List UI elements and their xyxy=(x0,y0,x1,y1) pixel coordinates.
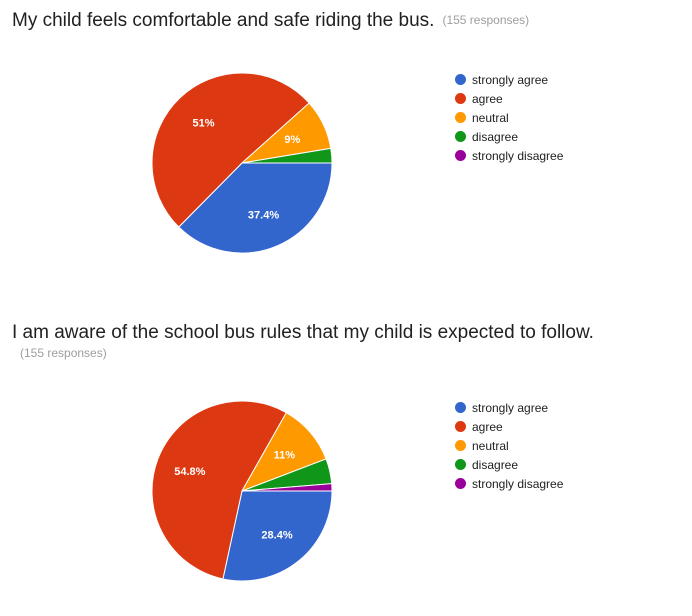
legend-swatch-icon xyxy=(455,440,466,451)
response-count: (155 responses) xyxy=(20,346,107,360)
legend-swatch-icon xyxy=(455,421,466,432)
legend-item-strongly-agree[interactable]: strongly agree xyxy=(455,398,563,417)
legend-item-neutral[interactable]: neutral xyxy=(455,436,563,455)
response-count: (155 responses) xyxy=(442,13,530,27)
pie-slice-disagree[interactable] xyxy=(241,147,333,164)
legend-swatch-icon xyxy=(455,459,466,470)
legend-label: disagree xyxy=(472,129,519,144)
pie-chart-comfort: 37.4% 51% 9% xyxy=(151,72,333,254)
legend-label: neutral xyxy=(472,438,509,453)
legend-swatch-icon xyxy=(455,93,466,104)
legend-item-neutral[interactable]: neutral xyxy=(455,108,563,127)
slice-label-agree: 54.8% xyxy=(174,466,205,478)
chart-title: My child feels comfortable and safe ridi… xyxy=(12,10,530,31)
chart-panel-rules: I am aware of the school bus rules that … xyxy=(0,318,692,616)
chart-panel-comfort: My child feels comfortable and safe ridi… xyxy=(0,0,692,300)
legend-swatch-icon xyxy=(455,112,466,123)
slice-label-agree: 51% xyxy=(193,118,215,130)
legend-swatch-icon xyxy=(455,478,466,489)
pie-slice-strongly-agree[interactable] xyxy=(222,490,333,582)
legend-item-strongly-disagree[interactable]: strongly disagree xyxy=(455,474,563,493)
legend-label: disagree xyxy=(472,457,519,472)
slice-label-neutral: 9% xyxy=(284,134,300,146)
pie-slice-agree[interactable] xyxy=(151,400,288,580)
chart-title: I am aware of the school bus rules that … xyxy=(12,322,594,343)
legend-item-agree[interactable]: agree xyxy=(455,89,563,108)
legend-label: agree xyxy=(472,419,503,434)
legend-label: strongly agree xyxy=(472,400,549,415)
legend-item-disagree[interactable]: disagree xyxy=(455,127,563,146)
legend-label: strongly agree xyxy=(472,72,549,87)
legend-swatch-icon xyxy=(455,74,466,85)
legend-swatch-icon xyxy=(455,150,466,161)
slice-label-strongly-agree: 37.4% xyxy=(248,209,279,221)
chart-legend: strongly agree agree neutral disagree strong… xyxy=(455,398,563,493)
legend-item-agree[interactable]: agree xyxy=(455,417,563,436)
legend-label: strongly disagree xyxy=(472,476,564,491)
legend-swatch-icon xyxy=(455,402,466,413)
legend-item-strongly-agree[interactable]: strongly agree xyxy=(455,70,563,89)
legend-label: neutral xyxy=(472,110,509,125)
legend-swatch-icon xyxy=(455,131,466,142)
legend-item-disagree[interactable]: disagree xyxy=(455,455,563,474)
pie-slice-strongly-agree[interactable] xyxy=(178,162,333,254)
legend-label: agree xyxy=(472,91,503,106)
pie-chart-rules: 28.4% 54.8% 11% xyxy=(151,400,333,582)
legend-label: strongly disagree xyxy=(472,148,564,163)
legend-item-strongly-disagree[interactable]: strongly disagree xyxy=(455,146,563,165)
chart-legend: strongly agree agree neutral disagree strong… xyxy=(455,70,563,165)
pie-slice-strongly-disagree[interactable] xyxy=(241,483,333,492)
pie-slice-agree[interactable] xyxy=(151,72,310,228)
slice-label-strongly-agree: 28.4% xyxy=(261,529,292,541)
slice-label-neutral: 11% xyxy=(274,450,296,462)
